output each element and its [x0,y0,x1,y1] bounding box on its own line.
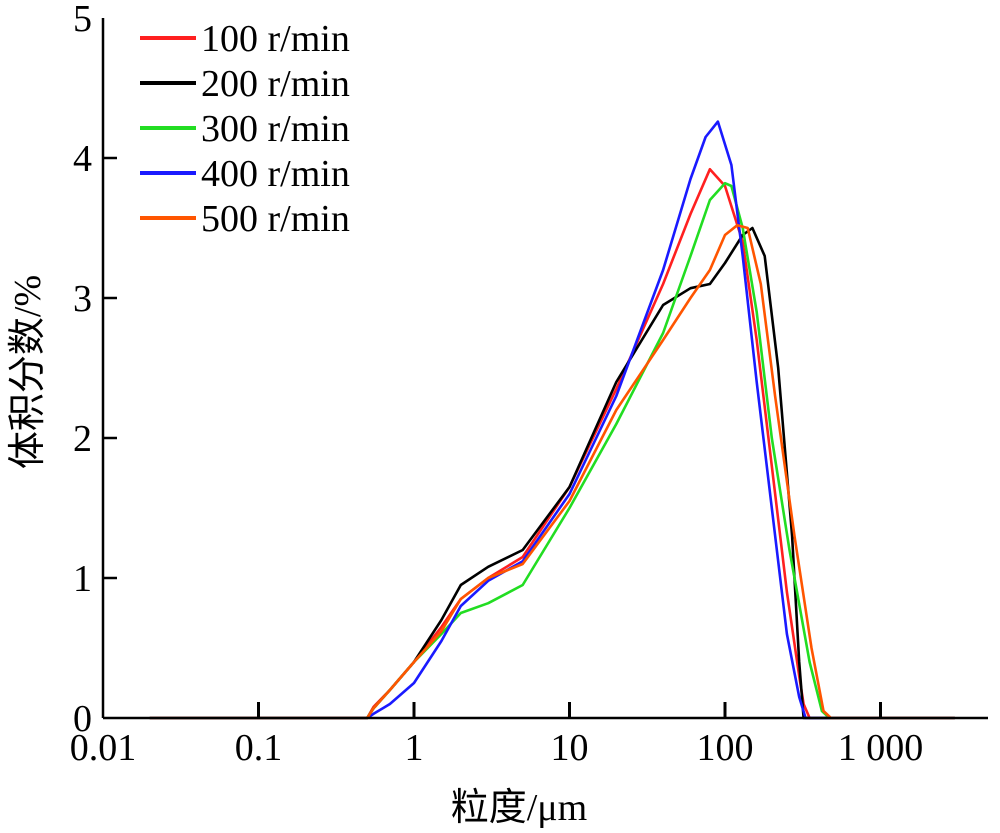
axes [101,18,988,720]
x-tick-label: 0.1 [235,727,283,769]
x-axis-ticks: 0.01 0.1 1 10 100 1 000 [70,702,924,769]
y-axis-title: 体积分数/% [7,275,49,469]
x-tick-label: 1 000 [838,727,924,769]
y-tick-label: 1 [73,558,92,600]
y-tick-label: 0 [73,698,92,740]
x-tick-label: 0.01 [70,727,137,769]
x-tick-label: 100 [697,727,754,769]
y-tick-label: 2 [73,418,92,460]
legend-label-4: 400 r/min [201,153,350,195]
legend-label-1: 100 r/min [201,18,350,60]
x-tick-label: 10 [551,727,589,769]
y-tick-label: 3 [73,278,92,320]
series-line-5 [149,223,955,720]
x-axis-title: 粒度/μm [451,787,588,829]
plot-area [149,120,955,720]
y-tick-label: 5 [73,0,92,40]
legend-label-2: 200 r/min [201,63,350,105]
legend-label-3: 300 r/min [201,108,350,150]
series-line-4 [149,120,955,720]
y-tick-label: 4 [73,138,92,180]
x-tick-label: 1 [405,727,424,769]
legend-label-5: 500 r/min [201,198,350,240]
series-line-1 [149,167,955,720]
series-line-2 [149,226,955,720]
series-line-3 [149,181,955,720]
y-axis-ticks: 0 1 2 3 4 5 [73,0,117,740]
